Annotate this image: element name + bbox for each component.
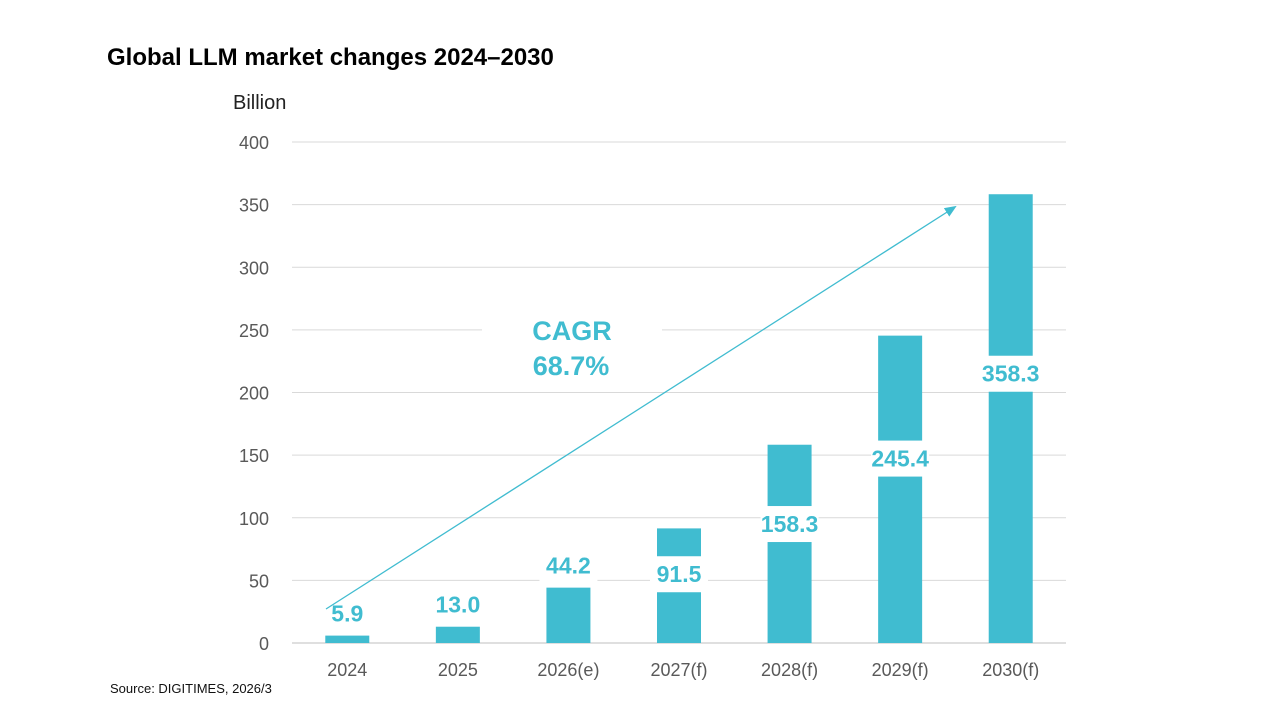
y-tick-label: 0 (259, 634, 269, 654)
y-tick-label: 300 (239, 258, 269, 278)
data-label-background (650, 556, 708, 593)
cagr-label-line2: 68.7% (533, 351, 610, 381)
data-label: 91.5 (657, 561, 702, 587)
x-tick-label: 2025 (438, 660, 478, 680)
data-label: 13.0 (435, 592, 480, 618)
source-note: Source: DIGITIMES, 2026/3 (110, 681, 272, 696)
data-label-background (539, 547, 598, 584)
y-tick-label: 200 (239, 384, 269, 404)
x-tick-label: 2026(e) (537, 660, 599, 680)
data-label: 245.4 (871, 446, 929, 472)
x-tick-label: 2028(f) (761, 660, 818, 680)
x-axis-ticks: 2024 2025 2026(e) 2027(f) 2028(f) 2029(f) 2030… (327, 660, 1039, 680)
x-tick-label: 2024 (327, 660, 367, 680)
y-tick-label: 50 (249, 571, 269, 591)
y-tick-label: 400 (239, 133, 269, 153)
y-axis-ticks: 0 50 100 150 200 250 300 350 400 (239, 133, 269, 654)
bar (435, 626, 480, 643)
chart-title: Global LLM market changes 2024–2030 (107, 44, 554, 71)
cagr-trend: CAGR 68.7% (325, 205, 957, 610)
y-tick-label: 250 (239, 321, 269, 341)
data-label-background (871, 440, 930, 477)
data-label-background (760, 506, 819, 543)
x-tick-label: 2029(f) (872, 660, 929, 680)
data-label-background (981, 355, 1040, 392)
bar (988, 194, 1033, 643)
bars: 5.9 13.0 44.2 91.5 158.3 245.4 358.3 (325, 194, 1040, 643)
data-label: 44.2 (546, 553, 591, 579)
y-axis-unit-label: Billion (233, 92, 287, 114)
x-tick-label: 2027(f) (650, 660, 707, 680)
bar (546, 587, 591, 643)
cagr-label-line1: CAGR (532, 316, 612, 346)
data-label: 5.9 (331, 601, 363, 627)
y-tick-label: 350 (239, 196, 269, 216)
y-tick-label: 150 (239, 446, 269, 466)
cagr-label-background (482, 312, 662, 382)
data-label: 158.3 (761, 511, 819, 537)
bar (325, 635, 370, 643)
bar (767, 444, 812, 643)
y-tick-label: 100 (239, 509, 269, 529)
cagr-trend-arrow (325, 205, 957, 610)
x-tick-label: 2030(f) (982, 660, 1039, 680)
bar (878, 335, 923, 643)
data-label: 358.3 (982, 361, 1040, 387)
